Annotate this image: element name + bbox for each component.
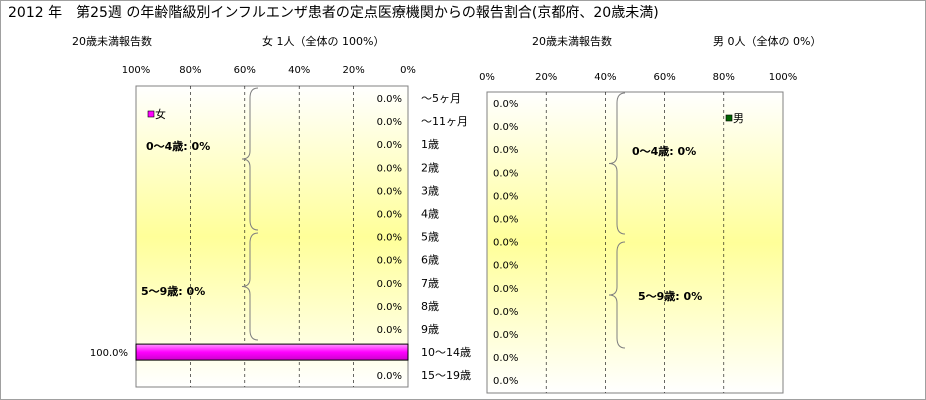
male-value-label: 0.0% [493, 330, 518, 341]
right-x-tick-label: 20% [535, 72, 557, 83]
left-x-tick-label: 40% [288, 65, 310, 76]
category-label: 8歳 [421, 300, 439, 313]
category-label: 1歳 [421, 138, 439, 151]
legend-swatch-female [147, 110, 155, 118]
left-x-tick-label: 20% [342, 65, 364, 76]
right-count-summary: 男 0人（全体の 0%） [713, 35, 822, 48]
left-x-tick-label: 60% [234, 65, 256, 76]
male-value-label: 0.0% [493, 261, 518, 272]
category-label: 15～19歳 [421, 369, 471, 382]
female-value-label: 0.0% [377, 371, 402, 382]
female-value-label: 0.0% [377, 279, 402, 290]
category-label: 4歳 [421, 208, 439, 221]
legend-swatch-male [725, 114, 733, 122]
right-x-tick-label: 80% [713, 72, 735, 83]
category-label: 10～14歳 [421, 346, 471, 359]
legend-label-male: 男 [733, 112, 744, 125]
female-value-label: 0.0% [377, 117, 402, 128]
left-x-tick-label: 100% [122, 65, 151, 76]
annotation-male-0-4: 0～4歳: 0% [632, 144, 696, 158]
left-x-tick-label: 0% [400, 65, 416, 76]
annotation-female-0-4: 0～4歳: 0% [146, 139, 210, 153]
male-value-label: 0.0% [493, 145, 518, 156]
female-value-label: 0.0% [377, 186, 402, 197]
male-value-label: 0.0% [493, 215, 518, 226]
brace-female-0-4 [241, 87, 259, 231]
male-value-label: 0.0% [493, 284, 518, 295]
right-count-label: 20歳未満報告数 [532, 35, 612, 48]
female-value-label: 0.0% [377, 210, 402, 221]
category-label: 2歳 [421, 161, 439, 174]
category-label: 9歳 [421, 323, 439, 336]
category-axis: ～5ヶ月 ～11ヶ月 1歳 2歳 3歳 4歳 5歳 6歳 7歳 8歳 9歳 10～14歳 15～19歳 [421, 92, 471, 382]
male-value-label: 0.0% [493, 307, 518, 318]
left-x-tick-label: 80% [179, 65, 201, 76]
left-count-label: 20歳未満報告数 [72, 35, 152, 48]
male-value-label: 0.0% [493, 99, 518, 110]
chart-title: 2012 年 第25週 の年齢階級別インフルエンザ患者の定点医療機関からの報告割… [8, 5, 659, 21]
legend-label-female: 女 [155, 107, 166, 121]
brace-male-0-4 [608, 92, 626, 235]
male-value-label: 0.0% [493, 122, 518, 133]
male-value-label: 0.0% [493, 376, 518, 387]
female-value-label: 0.0% [377, 256, 402, 267]
left-plot-area: 100% 80% 60% 40% 20% 0% 0.0% 0.0% 0.0% 0.0% 0.0% 0.… [90, 65, 416, 388]
brace-male-5-9 [608, 241, 626, 349]
left-plot-background [135, 85, 409, 388]
male-value-label: 0.0% [493, 238, 518, 249]
category-label: ～11ヶ月 [421, 115, 468, 128]
female-value-label: 0.0% [377, 163, 402, 174]
female-value-label: 0.0% [377, 94, 402, 105]
male-value-label: 0.0% [493, 168, 518, 179]
category-label: 7歳 [421, 277, 439, 290]
category-label: 5歳 [421, 231, 439, 244]
category-label: 3歳 [421, 184, 439, 197]
female-value-label: 100.0% [90, 348, 128, 359]
right-x-tick-label: 40% [594, 72, 616, 83]
annotation-female-5-9: 5～9歳: 0% [141, 284, 205, 298]
annotation-male-5-9: 5～9歳: 0% [638, 289, 702, 303]
female-value-label: 0.0% [377, 325, 402, 336]
right-plot-background [486, 91, 784, 394]
female-value-label: 0.0% [377, 302, 402, 313]
female-bar [135, 343, 409, 361]
female-value-label: 0.0% [377, 233, 402, 244]
left-count-summary: 女 1人（全体の 100%） [262, 35, 385, 48]
brace-female-5-9 [241, 232, 259, 341]
category-label: 6歳 [421, 254, 439, 267]
female-value-label: 0.0% [377, 140, 402, 151]
male-value-label: 0.0% [493, 353, 518, 364]
right-plot-area: 0% 20% 40% 60% 80% 100% 0.0% 0.0% 0.0% 0.0% 0.0% 0.… [479, 72, 798, 394]
category-label: ～5ヶ月 [421, 92, 461, 105]
male-value-label: 0.0% [493, 191, 518, 202]
right-x-tick-label: 60% [653, 72, 675, 83]
right-x-tick-label: 100% [769, 72, 798, 83]
right-x-tick-label: 0% [479, 72, 495, 83]
